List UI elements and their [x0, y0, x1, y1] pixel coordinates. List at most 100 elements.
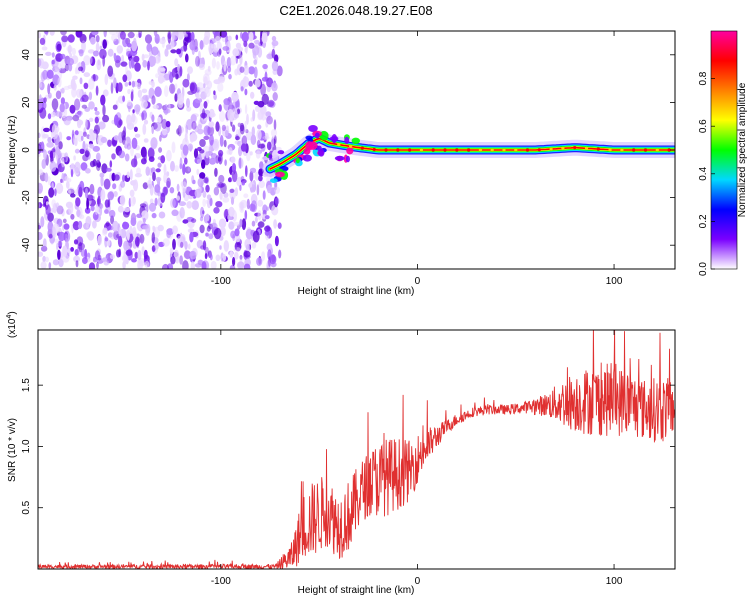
spectrogram-speckle	[227, 109, 234, 121]
spectrogram-speckle	[241, 31, 249, 43]
spectrogram-speckle	[228, 147, 233, 156]
spectrogram-speckle	[218, 104, 222, 112]
spectrogram-speckle	[80, 135, 84, 141]
spectrogram-speckle	[109, 160, 113, 168]
spectrogram-speckle	[187, 143, 194, 151]
spectrogram-speckle	[175, 256, 179, 264]
spectrogram-speckle	[131, 80, 136, 88]
spectrogram-speckle	[138, 261, 145, 267]
spectrogram-speckle	[78, 110, 83, 116]
spectrogram-speckle	[174, 83, 178, 89]
spectrogram-speckle	[104, 73, 109, 86]
spectrogram-speckle	[251, 126, 255, 137]
spectrogram-speckle	[122, 74, 128, 83]
spectrogram-speckle	[178, 126, 184, 134]
spectrogram-speckle	[134, 173, 142, 178]
spectrogram-peak	[478, 148, 482, 152]
spectrogram-speckle	[177, 125, 182, 137]
spectrogram-speckle	[162, 238, 170, 247]
spectrogram-speckle	[105, 221, 110, 227]
spectrogram-speckle	[142, 217, 146, 224]
spectrogram-speckle	[130, 158, 138, 168]
spectrogram-speckle	[249, 203, 256, 212]
spectrogram-blob	[331, 134, 338, 144]
spectrogram-speckle	[171, 141, 176, 154]
spectrogram-speckle	[199, 63, 205, 70]
spectrogram-speckle	[147, 183, 152, 189]
spectrogram-speckle	[62, 218, 67, 224]
spectrogram-speckle	[208, 121, 215, 128]
spectrogram-speckle	[158, 147, 163, 153]
spectrogram-speckle	[39, 94, 42, 102]
spectrogram-speckle	[187, 243, 191, 250]
spectrogram-speckle	[103, 178, 111, 190]
spectrogram-speckle	[81, 94, 89, 103]
spectrogram-speckle	[60, 97, 65, 105]
spectrogram-speckle	[190, 114, 197, 123]
spectrogram-speckle	[41, 46, 48, 51]
spectrogram-speckle	[189, 134, 194, 143]
spectrogram-speckle	[250, 91, 255, 99]
spectrogram-speckle	[234, 251, 239, 260]
spectrogram-speckle	[217, 183, 225, 188]
spectrogram-speckle	[151, 56, 156, 66]
spectrogram-speckle	[107, 48, 114, 57]
spectrogram-speckle	[38, 169, 44, 176]
spectrogram-speckle	[55, 90, 62, 100]
spectrogram-speckle	[253, 100, 260, 105]
spectrogram-blob	[314, 132, 320, 139]
spectrogram-speckle	[215, 201, 223, 208]
spectrogram-speckle	[243, 250, 251, 258]
spectrogram-speckle	[191, 121, 197, 130]
snr-y-tick-label: 1.0	[21, 439, 32, 453]
spectrogram-speckle	[83, 82, 89, 90]
spectrogram-speckle	[131, 112, 136, 123]
spectrogram-speckle	[194, 263, 202, 268]
spectrogram-speckle	[185, 53, 189, 63]
spectrogram-speckle	[214, 167, 218, 177]
spectrogram-speckle	[68, 63, 73, 72]
spectrogram-speckle	[244, 210, 248, 220]
spectrogram-speckle	[219, 245, 222, 250]
spectrogram-speckle	[233, 247, 241, 252]
spectrogram-speckle	[41, 158, 47, 170]
snr-x-tick-label: 100	[606, 576, 623, 587]
spectrogram-speckle	[130, 146, 134, 157]
spectrogram-speckle	[120, 61, 128, 67]
spectrogram-peak	[655, 148, 659, 152]
spectrogram-speckle	[213, 47, 219, 53]
spectrogram-peak	[525, 148, 530, 152]
spectrogram-speckle	[166, 177, 171, 188]
spectrogram-speckle	[85, 143, 89, 150]
spectrogram-speckle	[187, 66, 193, 74]
spectrogram-speckle	[270, 128, 278, 137]
spectrogram-speckle	[42, 255, 46, 263]
spectrogram-speckle	[159, 135, 162, 142]
spectrogram-speckle	[158, 37, 166, 45]
spectrogram-speckle	[230, 230, 236, 239]
spectrogram-speckle	[124, 153, 130, 162]
spectrogram-speckle	[215, 35, 221, 44]
spectrogram-speckle	[271, 82, 278, 92]
spectrogram-peak	[608, 148, 612, 152]
spectrogram-speckle	[42, 134, 49, 139]
spectrogram-speckle	[249, 167, 257, 174]
spectrogram-speckle	[90, 205, 95, 212]
spectrogram-speckle	[89, 128, 94, 135]
spectrogram-speckle	[205, 232, 209, 237]
spectrogram-speckle	[123, 207, 130, 213]
spectrogram-speckle	[77, 119, 84, 126]
spectrogram-speckle	[44, 172, 49, 183]
spectrogram-speckle	[139, 203, 147, 208]
spectrogram-blob	[268, 154, 273, 159]
spectrogram-speckle	[262, 190, 266, 200]
spectrogram-speckle	[78, 66, 84, 72]
spectrogram-speckle	[64, 233, 69, 241]
spectrogram-speckle	[203, 101, 208, 109]
spectrogram-speckle	[234, 187, 238, 197]
spectrogram-speckle	[239, 66, 245, 73]
spectrogram-speckle	[227, 215, 230, 220]
spectrogram-speckle	[42, 238, 47, 249]
spectrogram-speckle	[205, 213, 210, 222]
spectrogram-speckle	[186, 119, 193, 131]
